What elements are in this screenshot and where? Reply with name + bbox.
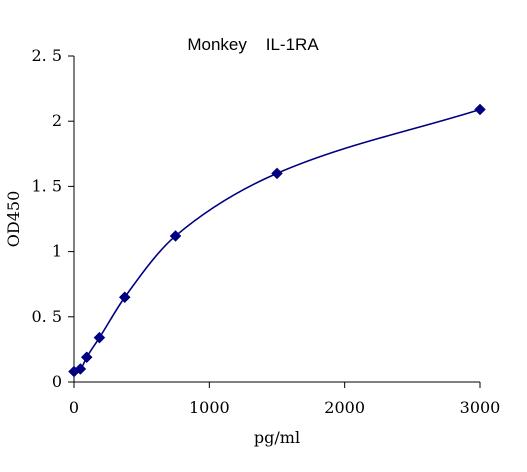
data-point-marker [74, 363, 87, 375]
x-tick-label: 1000 [189, 398, 230, 417]
data-point-marker [93, 331, 106, 344]
data-markers [68, 103, 486, 378]
data-point-marker [80, 351, 93, 364]
y-tick-label: 0 [52, 372, 62, 391]
data-point-marker [474, 103, 486, 116]
y-tick-label: 2 [52, 111, 62, 130]
data-point-marker [271, 167, 283, 180]
x-tick-label: 2000 [324, 398, 365, 417]
y-axis-title: OD450 [4, 191, 23, 247]
axes [73, 56, 480, 383]
data-point-marker [169, 230, 182, 242]
x-axis-title: pg/ml [254, 428, 300, 447]
x-ticks: 0 1000 2000 3000 [69, 382, 500, 417]
x-tick-label: 0 [69, 398, 79, 417]
y-ticks: 0 0. 5 1 1. 5 2 2. 5 [31, 46, 74, 391]
y-tick-label: 1. 5 [31, 176, 62, 195]
y-tick-label: 0. 5 [31, 307, 62, 326]
fit-curve [73, 108, 481, 373]
x-tick-label: 3000 [460, 398, 501, 417]
chart-title: Monkey IL-1RA [187, 35, 319, 54]
y-tick-label: 2. 5 [31, 46, 62, 65]
y-tick-label: 1 [52, 242, 62, 261]
data-point-marker [118, 291, 131, 304]
